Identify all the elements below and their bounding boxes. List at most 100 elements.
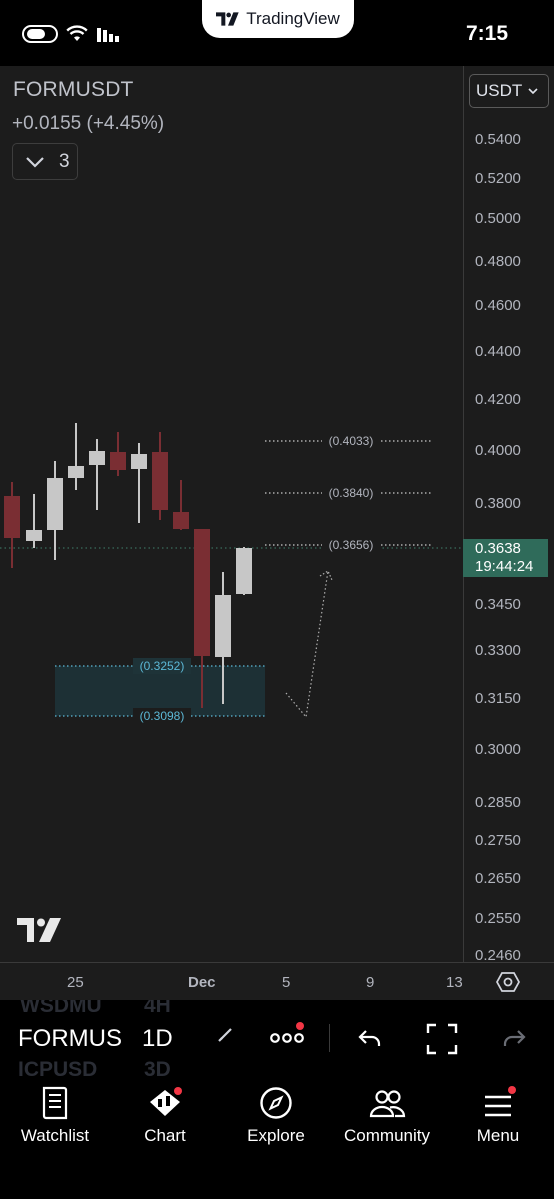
currency-label: USDT bbox=[476, 81, 523, 100]
price-tick: 0.5200 bbox=[475, 170, 521, 187]
tradingview-logo-icon bbox=[216, 12, 239, 26]
price-tick: 0.4600 bbox=[475, 297, 521, 314]
price-change: +0.0155 (+4.45%) bbox=[12, 113, 165, 134]
date-tick: Dec bbox=[188, 974, 216, 991]
nav-menu[interactable]: Menu bbox=[443, 1080, 553, 1146]
chart-settings-icon[interactable] bbox=[496, 971, 520, 993]
time-axis[interactable]: 25 Dec 5 9 13 bbox=[0, 962, 554, 1000]
nav-explore-label: Explore bbox=[247, 1126, 305, 1145]
current-price-tag: 0.3638 19:44:24 bbox=[463, 539, 548, 577]
date-tick: 25 bbox=[67, 974, 84, 991]
nav-chart[interactable]: Chart bbox=[110, 1080, 220, 1146]
bar-countdown: 19:44:24 bbox=[475, 558, 534, 575]
nav-community-label: Community bbox=[344, 1126, 430, 1145]
price-tick: 0.3150 bbox=[475, 690, 521, 707]
redo-icon[interactable] bbox=[502, 1028, 526, 1048]
bottom-nav: Watchlist Chart Explore Community Menu bbox=[0, 1080, 554, 1199]
indicators-collapse-button[interactable]: 3 bbox=[12, 143, 78, 180]
nav-watchlist[interactable]: Watchlist bbox=[0, 1080, 110, 1146]
level-label-3656: (0.3656) bbox=[329, 538, 374, 552]
price-tick: 0.3450 bbox=[475, 596, 521, 613]
ghost-symbol-above: WSDMU bbox=[20, 1000, 102, 1017]
candle-down bbox=[110, 452, 126, 470]
tradingview-watermark-icon bbox=[17, 918, 61, 942]
current-price-value: 0.3638 bbox=[475, 540, 521, 557]
community-icon bbox=[369, 1090, 406, 1118]
watchlist-icon bbox=[42, 1086, 68, 1120]
price-tick: 0.2550 bbox=[475, 910, 521, 927]
chart-area[interactable]: (0.4033) (0.3840) (0.3656) (0.3252) (0.3… bbox=[0, 66, 554, 964]
price-tick: 0.2460 bbox=[475, 947, 521, 964]
nav-menu-label: Menu bbox=[476, 1126, 520, 1145]
nav-explore[interactable]: Explore bbox=[221, 1080, 331, 1146]
candle-down bbox=[173, 512, 189, 529]
price-tick: 0.2750 bbox=[475, 832, 521, 849]
interval-picker[interactable]: 1D bbox=[142, 1025, 173, 1052]
more-options-icon[interactable] bbox=[270, 1030, 306, 1046]
candles-group bbox=[4, 423, 252, 708]
signal-icon bbox=[97, 28, 119, 42]
level-label-3098: (0.3098) bbox=[140, 709, 185, 723]
fullscreen-icon[interactable] bbox=[426, 1023, 458, 1055]
currency-select[interactable]: USDT bbox=[469, 74, 549, 108]
date-tick: 13 bbox=[446, 974, 463, 991]
ghost-interval-above: 4H bbox=[144, 1000, 171, 1017]
wifi-icon bbox=[66, 25, 88, 41]
level-label-4033: (0.4033) bbox=[329, 434, 374, 448]
level-label-3840: (0.3840) bbox=[329, 486, 374, 500]
price-tick: 0.4800 bbox=[475, 253, 521, 270]
price-tick: 0.5000 bbox=[475, 210, 521, 227]
candle-up bbox=[131, 454, 147, 469]
clock: 7:15 bbox=[465, 22, 508, 45]
price-tick: 0.2650 bbox=[475, 870, 521, 887]
symbol-picker[interactable]: FORMUSDT bbox=[18, 1025, 122, 1052]
candle-up bbox=[215, 595, 231, 657]
demand-zone bbox=[55, 666, 265, 716]
candle-up bbox=[68, 466, 84, 478]
hamburger-menu-icon bbox=[485, 1086, 516, 1117]
candle-down bbox=[194, 529, 210, 656]
price-tick: 0.5400 bbox=[475, 131, 521, 148]
app-pill: TradingView bbox=[202, 0, 354, 38]
chevron-down-icon bbox=[26, 156, 44, 168]
price-tick: 0.4400 bbox=[475, 343, 521, 360]
chevron-down-icon bbox=[528, 87, 538, 94]
chart-nav-icon bbox=[150, 1087, 182, 1116]
indicator-count: 3 bbox=[59, 150, 70, 172]
price-tick: 0.3300 bbox=[475, 642, 521, 659]
nav-watchlist-label: Watchlist bbox=[20, 1126, 90, 1145]
toggle-icon bbox=[22, 25, 58, 43]
symbol-title[interactable]: FORMUSDT bbox=[13, 78, 134, 101]
candle-up bbox=[47, 478, 63, 530]
projection-path bbox=[285, 570, 329, 719]
nav-community[interactable]: Community bbox=[332, 1080, 442, 1146]
date-tick: 5 bbox=[282, 974, 291, 991]
price-tick: 0.4000 bbox=[475, 442, 521, 459]
compass-icon bbox=[260, 1087, 292, 1119]
ghost-symbol-below: ICPUSD bbox=[18, 1058, 98, 1080]
toolbar-divider bbox=[329, 1024, 330, 1052]
price-tick: 0.3800 bbox=[475, 495, 521, 512]
more-options-badge bbox=[296, 1022, 304, 1030]
candle-down bbox=[152, 452, 168, 510]
level-label-3252: (0.3252) bbox=[140, 659, 185, 673]
chart-canvas[interactable]: (0.4033) (0.3840) (0.3656) (0.3252) (0.3… bbox=[0, 66, 463, 962]
price-tick: 0.2850 bbox=[475, 794, 521, 811]
candle-up bbox=[236, 548, 252, 594]
candle-up bbox=[89, 451, 105, 465]
price-tick: 0.3000 bbox=[475, 741, 521, 758]
drawing-tool-icon[interactable] bbox=[216, 1024, 236, 1044]
nav-chart-label: Chart bbox=[144, 1126, 186, 1145]
app-pill-label: TradingView bbox=[246, 9, 340, 28]
undo-icon[interactable] bbox=[358, 1028, 382, 1048]
candle-up bbox=[26, 530, 42, 541]
chart-toolbar: WSDMU 4H ICPUSD 3D FORMUSDT 1D bbox=[0, 1000, 554, 1080]
price-tick: 0.4200 bbox=[475, 391, 521, 408]
date-tick: 9 bbox=[366, 974, 375, 991]
price-axis[interactable] bbox=[463, 66, 554, 962]
ghost-interval-below: 3D bbox=[144, 1058, 171, 1080]
projection-arrowhead bbox=[319, 570, 333, 581]
status-icons bbox=[22, 25, 120, 43]
status-bar: TradingView 7:15 bbox=[0, 0, 554, 66]
candle-down bbox=[4, 496, 20, 538]
